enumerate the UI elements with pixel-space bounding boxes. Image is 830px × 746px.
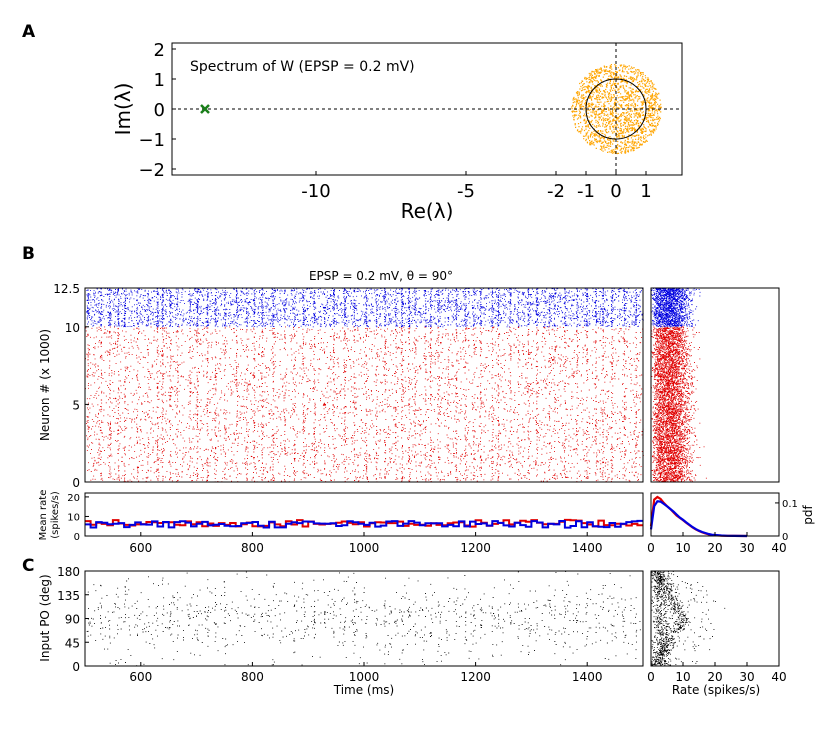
panel-label-b: B [22, 244, 35, 264]
panel-b-mean-rate-ticks: 0 10 20 600 800 1000 1200 1400 [67, 493, 602, 555]
panel-b-rate-pdf: 0 0.1 0 10 20 30 40 pdf [647, 492, 815, 555]
y-tick-label: −1 [138, 130, 165, 151]
panel-c-rate-scatter: 0 10 20 30 40 Rate (spikes/s) [647, 570, 787, 697]
panel-b-mean-rate-lines [85, 518, 643, 529]
x-tick-label: 800 [241, 670, 264, 684]
raster-excitatory-spikes [85, 326, 644, 483]
x-tick-label: 1200 [460, 541, 491, 555]
y-tick-label: 135 [57, 589, 80, 603]
y-tick-label: 0 [782, 532, 788, 543]
input-po-spikes [86, 570, 641, 667]
y-tick-label: 90 [65, 613, 80, 627]
x-tick-label: 10 [675, 670, 690, 684]
panel-c-ylabel: Input PO (deg) [38, 574, 52, 661]
panel-c-raster-ticks: 0 45 90 135 180 600 800 1000 1200 1400 [57, 565, 602, 684]
x-tick-label: -5 [457, 181, 475, 202]
panel-b-pdf-ylabel: pdf [801, 505, 815, 525]
panel-b-raster: 0 5 10 12.5 Neuron # (x 1000) [38, 282, 644, 490]
panel-c-rate-scatter-ticks: 0 10 20 30 40 [647, 662, 787, 684]
x-tick-label: 600 [129, 541, 152, 555]
x-tick-label: -1 [577, 181, 595, 202]
panel-b-mean-rate: 0 10 20 600 800 1000 1200 1400 Mean rate (spike… [38, 490, 644, 555]
panel-a-spectrum: Spectrum of W (EPSP = 0.2 mV) -10 -5 -2 -1 0… [111, 40, 683, 223]
panel-b-pdf-frame [650, 492, 780, 537]
panel-b-rate-scatter [650, 287, 780, 483]
panel-b-mean-rate-ylabel-line2: (spikes/s) [50, 491, 61, 539]
panel-c-rate-scatter-dots [651, 570, 726, 667]
panel-b-mean-rate-frame [84, 492, 644, 537]
rate-excitatory-points [651, 326, 707, 483]
y-tick-label: 5 [72, 398, 80, 412]
x-tick-label: -10 [301, 181, 330, 202]
mean-rate-inhibitory [85, 519, 643, 529]
x-tick-label: 600 [129, 670, 152, 684]
panel-b-pdf-ticks: 0 0.1 0 10 20 30 40 [647, 499, 798, 555]
y-tick-label: 0 [72, 660, 80, 674]
y-tick-label: −2 [138, 160, 165, 181]
y-tick-label: 180 [57, 565, 80, 579]
x-tick-label: 0 [610, 181, 621, 202]
y-tick-label: 2 [154, 40, 165, 61]
x-tick-label: 1400 [572, 670, 603, 684]
panel-c-rate-scatter-frame [650, 570, 780, 667]
eigenvalue-bulk [571, 63, 662, 155]
x-tick-label: 30 [739, 670, 754, 684]
x-tick-label: 1200 [460, 670, 491, 684]
panel-a-ylabel: Im(λ) [111, 83, 135, 136]
panel-a-marks [172, 43, 682, 175]
panel-c-raster-dots [86, 570, 641, 667]
panel-label-c: C [22, 556, 34, 576]
panel-b-rate-scatter-frame [650, 287, 780, 483]
panel-b-mean-rate-ylabel-line1: Mean rate [38, 490, 49, 541]
panel-a-xlabel: Re(λ) [401, 199, 454, 223]
outlier-eigenvalue-marker [200, 104, 210, 114]
x-tick-label: 40 [771, 541, 786, 555]
x-tick-label: 1000 [349, 670, 380, 684]
panel-b-ylabel: Neuron # (x 1000) [38, 329, 52, 441]
panel-b-raster-ticks: 0 5 10 12.5 [53, 282, 89, 490]
y-tick-label: 20 [67, 493, 80, 504]
x-tick-label: 1400 [572, 541, 603, 555]
panel-b-title: EPSP = 0.2 mV, θ = 90° [309, 269, 453, 283]
panel-c-raster-frame [84, 570, 644, 667]
x-tick-label: 1000 [349, 541, 380, 555]
panel-c-xlabel: Time (ms) [333, 683, 395, 697]
panel-b-rate-scatter-dots [651, 287, 707, 483]
x-tick-label: 20 [707, 541, 722, 555]
raster-inhibitory-spikes [86, 287, 644, 328]
y-tick-label: 1 [154, 70, 165, 91]
y-tick-label: 0 [72, 476, 80, 490]
y-tick-label: 0 [74, 532, 80, 543]
y-tick-label: 12.5 [53, 282, 80, 296]
x-tick-label: 0 [647, 541, 655, 555]
pdf-inhibitory [649, 500, 748, 538]
panel-b-raster-dots [85, 287, 644, 483]
rate-vs-po-points [651, 570, 726, 667]
y-tick-label: 45 [65, 636, 80, 650]
panel-c-rate-xlabel: Rate (spikes/s) [672, 683, 760, 697]
x-tick-label: 10 [675, 541, 690, 555]
panel-label-a: A [22, 22, 36, 42]
panel-b-raster-frame [84, 287, 644, 483]
y-tick-label: 0.1 [782, 499, 798, 510]
x-tick-label: 40 [771, 670, 786, 684]
y-tick-label: 10 [67, 512, 80, 523]
panel-b-pdf-lines [649, 495, 748, 538]
y-tick-label: 10 [65, 321, 80, 335]
y-tick-label: 0 [154, 100, 165, 121]
x-tick-label: 0 [647, 670, 655, 684]
x-tick-label: 30 [739, 541, 754, 555]
rate-inhibitory-points [651, 287, 701, 328]
x-tick-label: 20 [707, 670, 722, 684]
x-tick-label: 800 [241, 541, 264, 555]
panel-a-title: Spectrum of W (EPSP = 0.2 mV) [190, 59, 415, 75]
x-tick-label: -2 [547, 181, 565, 202]
x-tick-label: 1 [640, 181, 651, 202]
